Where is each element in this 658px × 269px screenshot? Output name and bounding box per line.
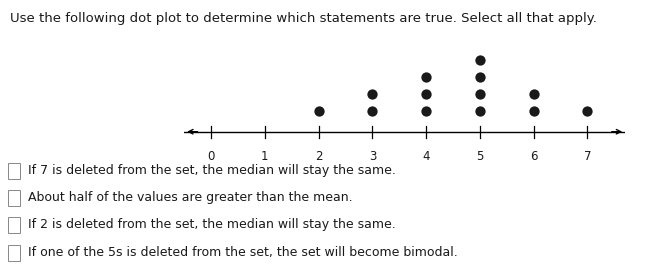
Point xyxy=(421,75,432,79)
Point xyxy=(421,92,432,96)
Text: 6: 6 xyxy=(530,150,538,162)
Text: 4: 4 xyxy=(422,150,430,162)
Point xyxy=(474,58,485,63)
Text: 2: 2 xyxy=(315,150,322,162)
Point xyxy=(367,109,378,113)
Text: 7: 7 xyxy=(584,150,592,162)
Point xyxy=(367,92,378,96)
Point xyxy=(313,109,324,113)
Text: About half of the values are greater than the mean.: About half of the values are greater tha… xyxy=(28,191,352,204)
Point xyxy=(421,109,432,113)
Text: 0: 0 xyxy=(207,150,215,162)
Text: 3: 3 xyxy=(368,150,376,162)
Text: If 2 is deleted from the set, the median will stay the same.: If 2 is deleted from the set, the median… xyxy=(28,218,395,231)
Text: If 7 is deleted from the set, the median will stay the same.: If 7 is deleted from the set, the median… xyxy=(28,164,395,177)
Point xyxy=(474,92,485,96)
Point xyxy=(474,109,485,113)
Text: 5: 5 xyxy=(476,150,484,162)
Point xyxy=(528,92,539,96)
Point xyxy=(582,109,593,113)
Text: Use the following dot plot to determine which statements are true. Select all th: Use the following dot plot to determine … xyxy=(10,12,597,25)
Point xyxy=(474,75,485,79)
Text: If one of the 5s is deleted from the set, the set will become bimodal.: If one of the 5s is deleted from the set… xyxy=(28,246,457,259)
Text: 1: 1 xyxy=(261,150,268,162)
Point xyxy=(528,109,539,113)
